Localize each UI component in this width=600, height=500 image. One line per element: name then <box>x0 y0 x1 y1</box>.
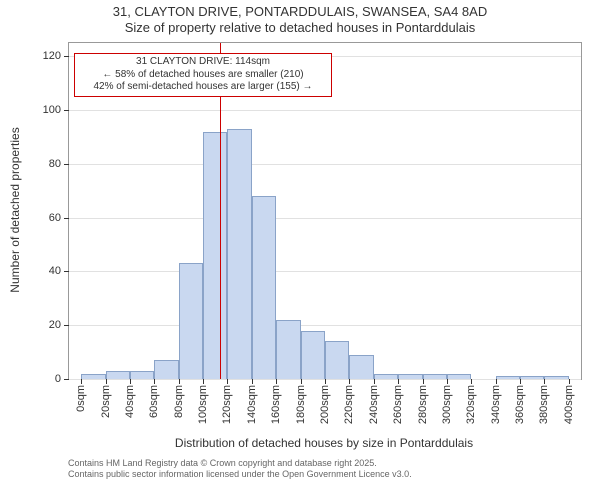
page-title-address: 31, CLAYTON DRIVE, PONTARDDULAIS, SWANSE… <box>0 4 600 20</box>
y-tick-label: 100 <box>43 104 69 116</box>
histogram-bar <box>544 376 568 379</box>
grid-line <box>69 271 581 272</box>
x-tick-label: 260sqm <box>392 385 404 424</box>
x-tick-mark <box>569 379 570 384</box>
x-tick-mark <box>471 379 472 384</box>
histogram-plot: 0204060801001200sqm20sqm40sqm60sqm80sqm1… <box>68 42 582 380</box>
y-tick-label: 20 <box>49 319 69 331</box>
grid-line <box>69 325 581 326</box>
x-tick-label: 160sqm <box>270 385 282 424</box>
x-tick-mark <box>447 379 448 384</box>
histogram-bar <box>106 371 130 379</box>
x-tick-mark <box>130 379 131 384</box>
x-tick-mark <box>374 379 375 384</box>
x-tick-mark <box>227 379 228 384</box>
x-tick-label: 180sqm <box>295 385 307 424</box>
histogram-bar <box>276 320 300 379</box>
histogram-bar <box>374 374 398 379</box>
x-tick-mark <box>179 379 180 384</box>
histogram-bar <box>179 263 203 379</box>
x-tick-mark <box>544 379 545 384</box>
x-tick-mark <box>496 379 497 384</box>
page-title-subtitle: Size of property relative to detached ho… <box>0 20 600 36</box>
x-tick-label: 300sqm <box>441 385 453 424</box>
annotation-callout: 31 CLAYTON DRIVE: 114sqm← 58% of detache… <box>74 53 332 97</box>
x-tick-mark <box>349 379 350 384</box>
x-tick-label: 0sqm <box>75 385 87 412</box>
x-tick-label: 280sqm <box>417 385 429 424</box>
credits-line: Contains public sector information licen… <box>68 469 412 480</box>
grid-line <box>69 218 581 219</box>
x-axis-title: Distribution of detached houses by size … <box>175 436 473 450</box>
x-tick-label: 400sqm <box>563 385 575 424</box>
x-tick-label: 40sqm <box>124 385 136 418</box>
histogram-bar <box>203 132 227 379</box>
histogram-bar <box>81 374 105 379</box>
histogram-bar <box>496 376 520 379</box>
histogram-bar <box>227 129 251 379</box>
x-tick-label: 60sqm <box>148 385 160 418</box>
annotation-line: 42% of semi-detached houses are larger (… <box>79 81 327 94</box>
grid-line <box>69 110 581 111</box>
x-tick-mark <box>301 379 302 384</box>
x-tick-label: 20sqm <box>100 385 112 418</box>
x-tick-label: 360sqm <box>514 385 526 424</box>
x-tick-label: 320sqm <box>465 385 477 424</box>
histogram-bar <box>301 331 325 379</box>
x-tick-label: 220sqm <box>343 385 355 424</box>
x-tick-mark <box>520 379 521 384</box>
histogram-bar <box>398 374 422 379</box>
x-tick-label: 340sqm <box>490 385 502 424</box>
y-tick-label: 80 <box>49 158 69 170</box>
x-tick-mark <box>81 379 82 384</box>
annotation-line: ← 58% of detached houses are smaller (21… <box>79 69 327 82</box>
y-tick-label: 40 <box>49 265 69 277</box>
x-tick-mark <box>276 379 277 384</box>
histogram-bar <box>130 371 154 379</box>
x-tick-label: 380sqm <box>538 385 550 424</box>
x-tick-label: 240sqm <box>368 385 380 424</box>
x-tick-mark <box>398 379 399 384</box>
histogram-bar <box>349 355 373 379</box>
histogram-bar <box>520 376 544 379</box>
x-tick-mark <box>106 379 107 384</box>
histogram-bar <box>447 374 471 379</box>
y-tick-label: 120 <box>43 50 69 62</box>
x-tick-label: 200sqm <box>319 385 331 424</box>
x-tick-label: 100sqm <box>197 385 209 424</box>
histogram-bar <box>252 196 276 379</box>
histogram-bar <box>154 360 178 379</box>
data-credits: Contains HM Land Registry data © Crown c… <box>68 458 412 481</box>
x-tick-mark <box>252 379 253 384</box>
credits-line: Contains HM Land Registry data © Crown c… <box>68 458 412 469</box>
y-axis-title: Number of detached properties <box>8 127 22 292</box>
histogram-bar <box>325 341 349 379</box>
x-tick-label: 120sqm <box>221 385 233 424</box>
x-tick-mark <box>423 379 424 384</box>
histogram-bar <box>423 374 447 379</box>
x-tick-mark <box>325 379 326 384</box>
grid-line <box>69 164 581 165</box>
y-tick-label: 60 <box>49 212 69 224</box>
y-tick-label: 0 <box>55 373 69 385</box>
x-tick-label: 80sqm <box>173 385 185 418</box>
x-tick-mark <box>154 379 155 384</box>
x-tick-mark <box>203 379 204 384</box>
annotation-line: 31 CLAYTON DRIVE: 114sqm <box>79 56 327 69</box>
x-tick-label: 140sqm <box>246 385 258 424</box>
